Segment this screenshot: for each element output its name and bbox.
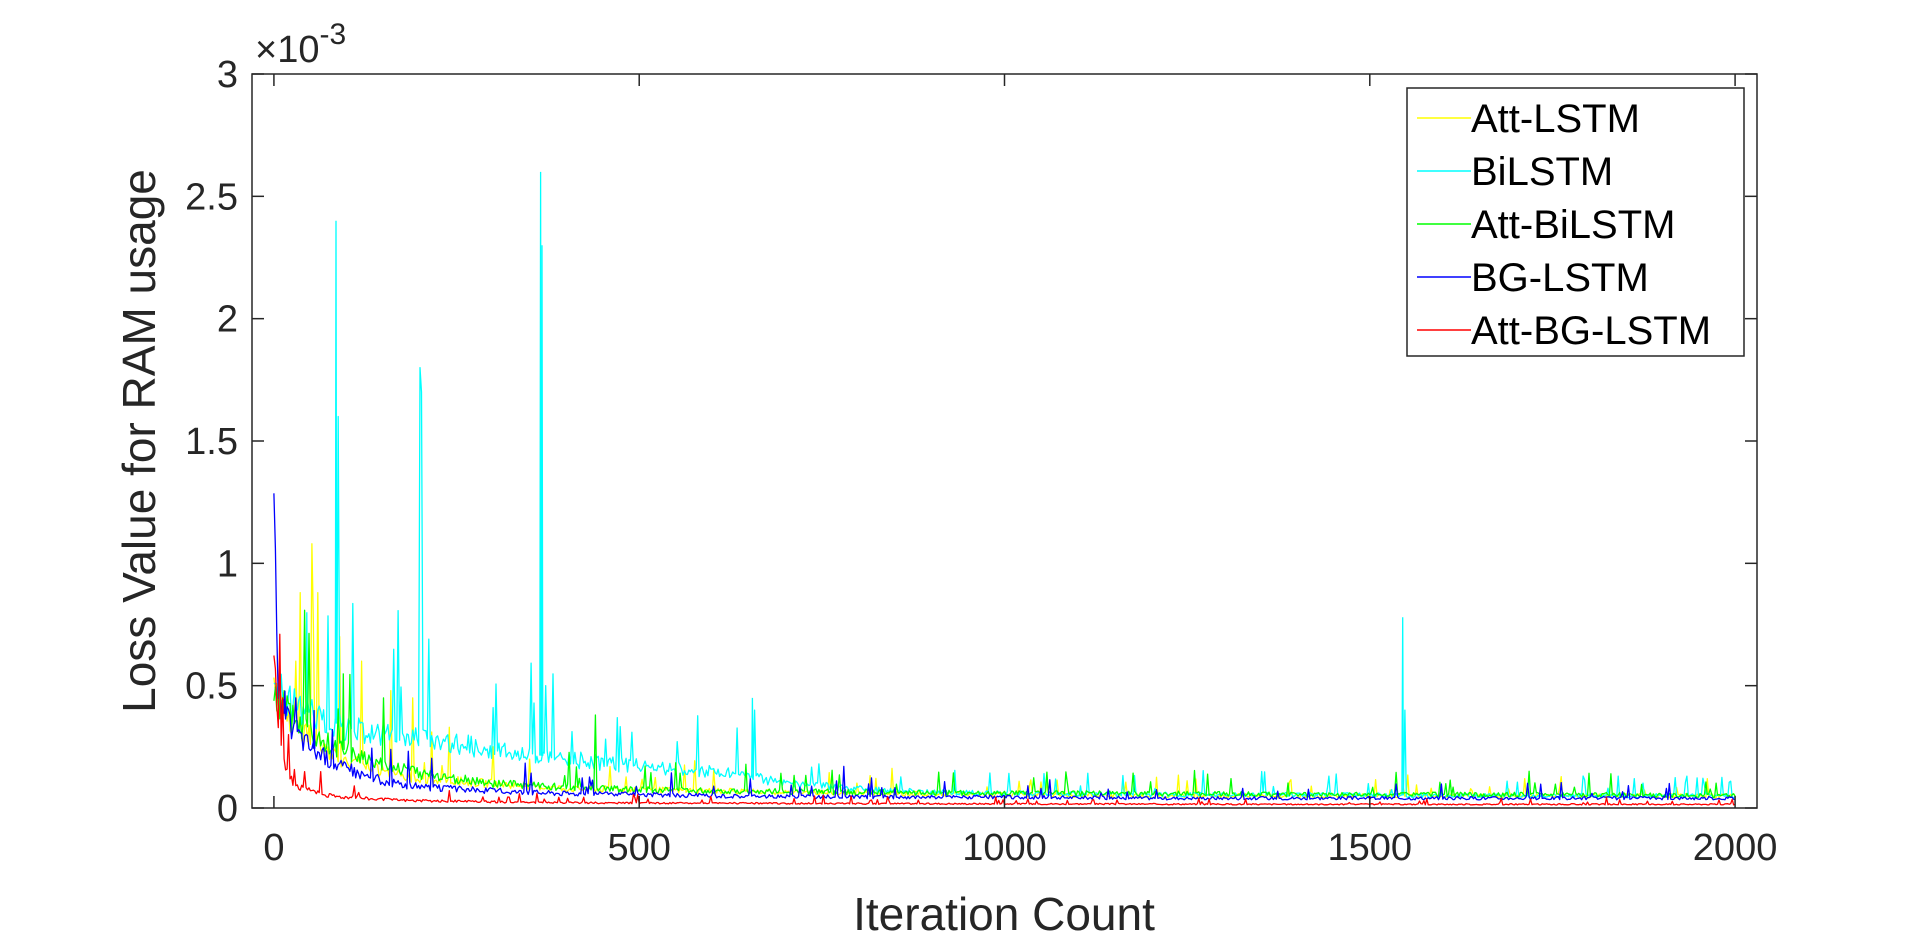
x-tick-label: 2000 — [1693, 827, 1778, 869]
ticks-layer: 0 500 1000 1500 2000 0 0.5 1 1.5 2 2.5 3 — [185, 54, 1777, 869]
y-tick-label: 1.5 — [185, 421, 238, 463]
legend: Att-LSTM BiLSTM Att-BiLSTM BG-LSTM Att-BG-LS… — [1406, 87, 1745, 357]
legend-entry-label: Att-BiLSTM — [1471, 203, 1675, 247]
y-tick-label: 1 — [217, 543, 238, 585]
series-spike-bilstm-5 — [1401, 617, 1405, 796]
x-tick-label: 1000 — [962, 827, 1047, 869]
y-exponent-power: -3 — [319, 18, 346, 51]
y-tick-label: 3 — [217, 54, 238, 96]
series-spike-att-bilstm-0 — [341, 673, 345, 750]
legend-entry-label: Att-BG-LSTM — [1471, 309, 1711, 353]
x-tick-label: 500 — [608, 827, 671, 869]
series-spike-bg-lstm-0 — [283, 690, 287, 714]
legend-box — [1406, 87, 1745, 357]
series-spike-bilstm-4 — [751, 697, 754, 777]
legend-entry-label: BG-LSTM — [1471, 256, 1649, 300]
y-tick-label: 0 — [217, 788, 238, 830]
series-spike-bilstm-0 — [305, 612, 309, 713]
y-axis-label: Loss Value for RAM usage — [113, 169, 165, 713]
y-exponent-label: ×10-3 — [255, 18, 346, 71]
y-tick-label: 0.5 — [185, 666, 238, 708]
x-axis-label: Iteration Count — [853, 888, 1155, 937]
y-tick-label: 2 — [217, 299, 238, 341]
series-spike-bg-lstm-1 — [312, 710, 316, 749]
series-spike-bilstm-1 — [334, 220, 338, 724]
legend-entry-label: Att-LSTM — [1471, 97, 1640, 141]
x-tick-label: 1500 — [1328, 827, 1413, 869]
series-line-att-bilstm — [273, 609, 1736, 799]
series-line-bg-lstm — [273, 493, 1736, 801]
y-tick-label: 2.5 — [185, 176, 238, 218]
legend-entry-label: BiLSTM — [1471, 150, 1613, 194]
series-spike-bilstm-3 — [540, 245, 544, 756]
x-tick-label: 0 — [263, 827, 284, 869]
